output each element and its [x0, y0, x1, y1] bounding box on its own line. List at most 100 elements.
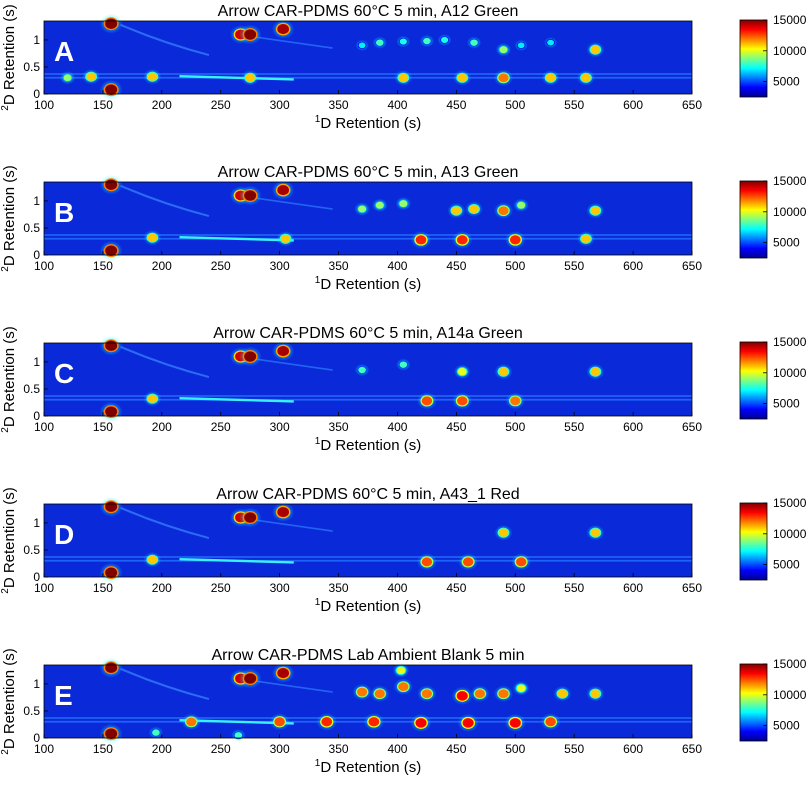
- x-axis-label-text: D Retention (s): [320, 276, 421, 293]
- x-tick-label: 250: [211, 98, 231, 112]
- panel-D: Arrow CAR-PDMS 60°C 5 min, A43_1 RedD100…: [0, 486, 807, 615]
- heatmap-background: [44, 182, 692, 255]
- x-tick-label: 150: [93, 259, 113, 273]
- chromatogram-peak: [186, 717, 197, 727]
- tailing-streak: [120, 667, 210, 701]
- chromatogram-peak: [510, 396, 521, 406]
- x-tick-label: 450: [446, 259, 466, 273]
- x-axis-label: 1D Retention (s): [315, 114, 421, 132]
- chromatogram-peak: [376, 39, 384, 46]
- y-axis-superscript: 2: [0, 749, 11, 755]
- panel-E: Arrow CAR-PDMS Lab Ambient Blank 5 minE1…: [0, 647, 807, 776]
- heatmap-background: [44, 504, 692, 577]
- x-tick-label: 250: [211, 581, 231, 595]
- colorbar: [739, 180, 768, 259]
- chromatogram-peak: [277, 24, 290, 35]
- colorbar-tick-label: 10000: [773, 527, 807, 541]
- x-tick-label: 100: [34, 259, 54, 273]
- panel-C: Arrow CAR-PDMS 60°C 5 min, A14a GreenC10…: [0, 325, 807, 454]
- x-tick-label: 100: [34, 420, 54, 434]
- x-tick-label: 150: [93, 420, 113, 434]
- chromatogram-peak: [462, 557, 474, 567]
- x-tick-label: 600: [623, 98, 643, 112]
- chromatogram-peak: [581, 73, 591, 82]
- chromatogram-peak: [590, 689, 601, 698]
- chromatogram-peak: [440, 36, 449, 43]
- heatmap-background: [44, 21, 692, 94]
- y-tick-label: 0.5: [23, 221, 40, 235]
- tailing-streak: [255, 519, 333, 532]
- x-axis-label-text: D Retention (s): [320, 115, 421, 132]
- x-tick-label: 500: [505, 259, 525, 273]
- chromatogram-peak: [244, 29, 257, 40]
- x-axis-label: 1D Retention (s): [315, 436, 421, 454]
- x-tick-label: 200: [152, 742, 172, 756]
- panel-title: Arrow CAR-PDMS 60°C 5 min, A14a Green: [213, 325, 523, 342]
- x-tick-label: 250: [211, 259, 231, 273]
- y-tick-label: 0: [33, 570, 40, 584]
- chromatogram-peak: [498, 528, 509, 537]
- x-axis-label: 1D Retention (s): [315, 758, 421, 776]
- chromatogram-peak: [277, 346, 290, 357]
- colorbar-tick-label: 15000: [773, 496, 807, 510]
- x-axis-label: 1D Retention (s): [315, 597, 421, 615]
- colorbar-tick-label: 10000: [773, 205, 807, 219]
- chromatogram-peak: [415, 235, 427, 245]
- tailing-streak: [255, 358, 333, 371]
- chromatogram-peak: [358, 366, 366, 374]
- x-tick-label: 450: [446, 742, 466, 756]
- chromatogram-peak: [244, 512, 257, 523]
- chromatogram-peak: [245, 73, 255, 82]
- y-tick-label: 1: [33, 677, 40, 691]
- chromatogram-peak: [147, 233, 158, 242]
- chromatogram-peak: [457, 73, 467, 82]
- x-tick-label: 150: [93, 742, 113, 756]
- chromatogram-peak: [105, 340, 118, 351]
- y-tick-label: 0: [33, 87, 40, 101]
- x-tick-label: 300: [270, 259, 290, 273]
- chromatogram-peak: [105, 406, 118, 417]
- x-tick-label: 650: [682, 581, 702, 595]
- panels-group: Arrow CAR-PDMS 60°C 5 min, A12 GreenA100…: [0, 3, 807, 776]
- colorbar-tick-label: 5000: [773, 558, 800, 572]
- chromatogram-peak: [244, 673, 257, 684]
- x-tick-label: 550: [564, 259, 584, 273]
- x-tick-label: 350: [329, 259, 349, 273]
- y-tick-label: 1: [33, 355, 40, 369]
- chromatogram-peak: [357, 687, 368, 697]
- y-tick-label: 0.5: [23, 382, 40, 396]
- x-axis-superscript: 1: [315, 597, 321, 608]
- x-tick-label: 400: [387, 98, 407, 112]
- x-tick-label: 350: [329, 742, 349, 756]
- y-tick-label: 0: [33, 731, 40, 745]
- chromatogram-peak: [517, 42, 525, 49]
- tailing-streak: [120, 184, 210, 218]
- chromatogram-peak: [280, 234, 291, 243]
- x-tick-label: 150: [93, 581, 113, 595]
- y-tick-label: 0: [33, 409, 40, 423]
- chromatogram-peak: [462, 718, 474, 728]
- colorbar-tick-label: 15000: [773, 174, 807, 188]
- x-tick-label: 500: [505, 98, 525, 112]
- panel-letter: E: [54, 680, 73, 711]
- chromatogram-peak: [358, 205, 367, 213]
- chromatogram-peak: [368, 717, 380, 727]
- y-axis-label: 2D Retention (s): [0, 165, 18, 271]
- colorbar-tick-label: 15000: [773, 657, 807, 671]
- column-bleed-band: [179, 396, 294, 403]
- y-axis-superscript: 2: [0, 105, 11, 111]
- chromatogram-peak: [321, 717, 333, 727]
- x-tick-label: 300: [270, 742, 290, 756]
- y-tick-label: 0.5: [23, 60, 40, 74]
- colorbar-tick-label: 10000: [773, 366, 807, 380]
- chromatogram-peak: [498, 73, 509, 83]
- panel-letter: D: [54, 519, 74, 550]
- y-axis-label-text: D Retention (s): [1, 165, 18, 266]
- x-tick-label: 550: [564, 98, 584, 112]
- x-tick-label: 450: [446, 581, 466, 595]
- x-axis-label: 1D Retention (s): [315, 275, 421, 293]
- chromatogram-peak: [509, 718, 521, 728]
- chromatogram-peak: [398, 682, 409, 691]
- x-tick-label: 500: [505, 581, 525, 595]
- x-tick-label: 600: [623, 259, 643, 273]
